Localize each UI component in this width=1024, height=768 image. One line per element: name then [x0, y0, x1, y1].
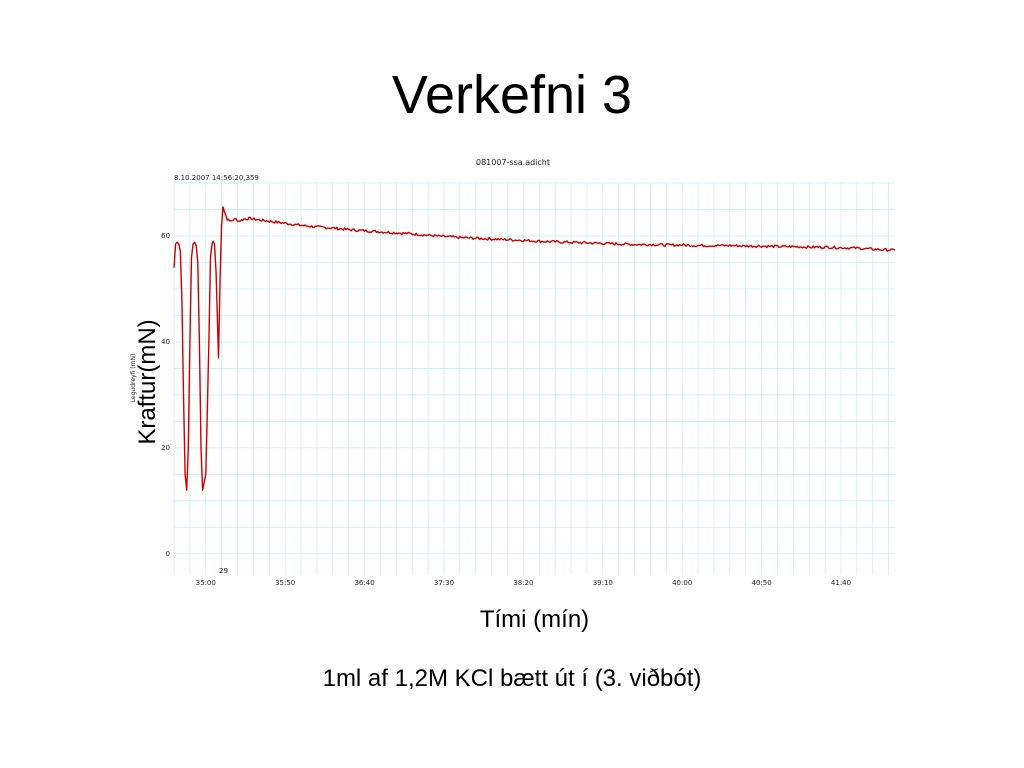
block-label: 29	[219, 567, 228, 575]
chart-title: 081007-ssa.adicht	[476, 158, 550, 167]
axes: 35:00 35:50 36:40 37:30 38:20 39:10 40:00 40:50…	[161, 232, 851, 587]
x-tick-label: 40:00	[672, 579, 692, 587]
x-tick-label: 37:30	[434, 579, 454, 587]
y-tick-label: 20	[161, 444, 170, 452]
x-tick-label: 40:50	[752, 579, 772, 587]
y-tick-label: 60	[161, 232, 170, 240]
chart-timestamp: 8.10.2007 14:56:20,359	[174, 174, 259, 182]
y-axis-label: Kraftur(mN)	[134, 319, 161, 445]
x-tick-label: 39:10	[593, 579, 613, 587]
plot-area	[174, 183, 895, 575]
x-tick-label: 41:40	[831, 579, 851, 587]
x-tick-label: 35:00	[196, 579, 216, 587]
force-trace-line	[173, 206, 896, 491]
y-tick-label: 0	[166, 550, 170, 558]
y-tick-label: 40	[161, 338, 170, 346]
slide-caption: 1ml af 1,2M KCl bætt út í (3. viðbót)	[322, 665, 702, 692]
inner-y-axis-label: Legudreyfi (mN)	[130, 354, 137, 403]
grid	[173, 182, 895, 575]
x-axis-label: Tími (mín)	[479, 606, 590, 633]
x-tick-label: 38:20	[513, 579, 533, 587]
slide-title: Verkefni 3	[391, 65, 633, 125]
x-tick-label: 36:40	[354, 579, 374, 587]
x-tick-label: 35:50	[275, 579, 295, 587]
